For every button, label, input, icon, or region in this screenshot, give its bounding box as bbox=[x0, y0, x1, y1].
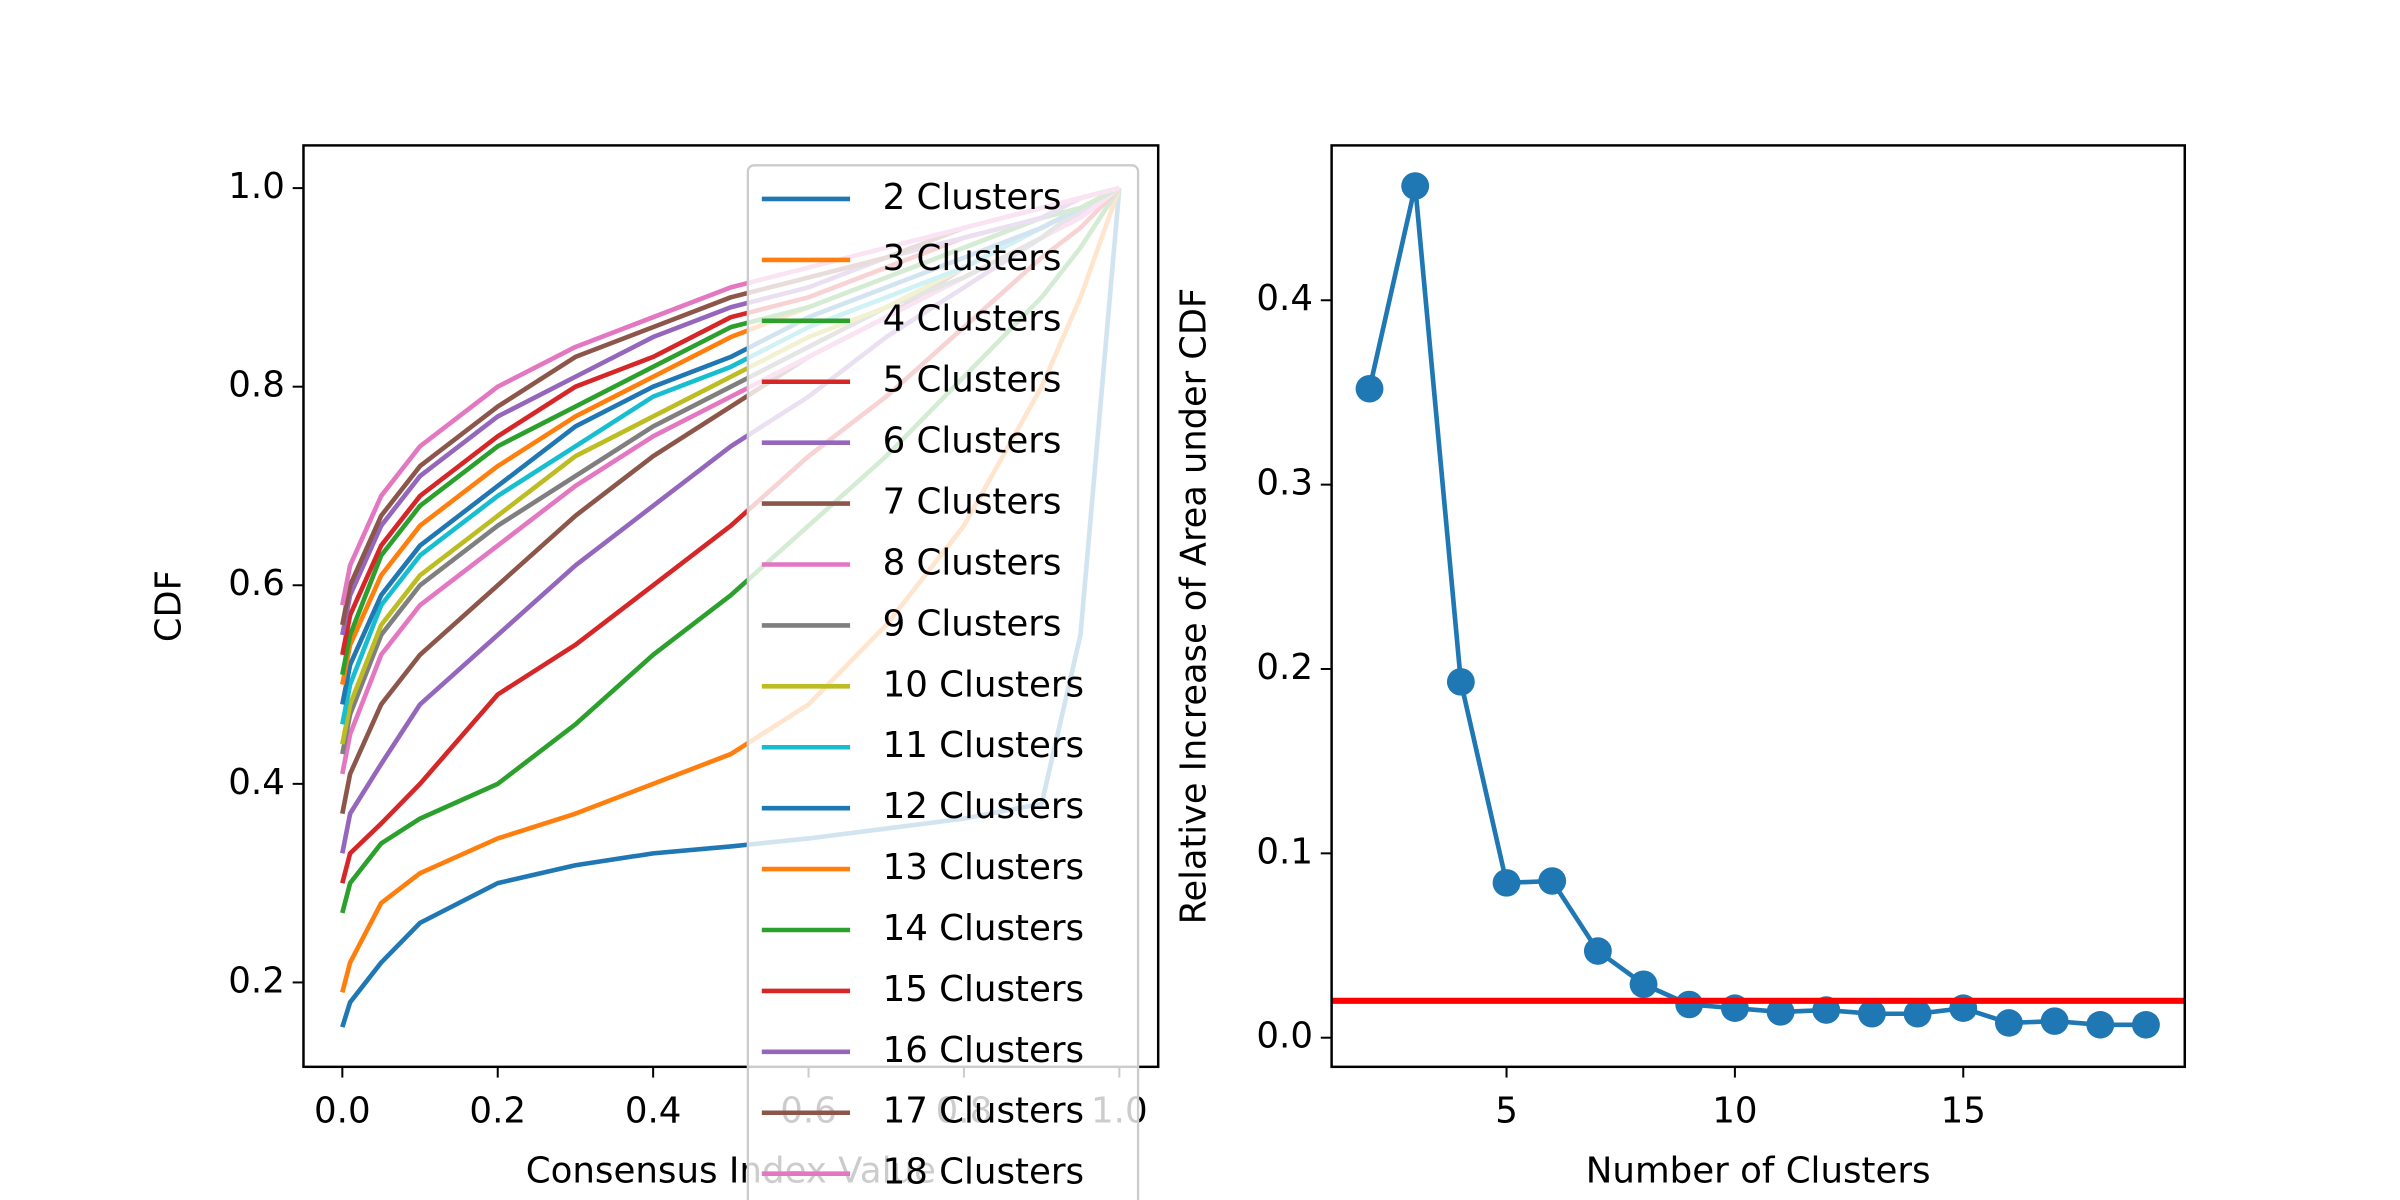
legend-label: 9 Clusters bbox=[883, 604, 1062, 645]
y-tick-label: 0.2 bbox=[228, 961, 285, 1002]
data-point bbox=[1629, 970, 1658, 999]
data-point bbox=[1401, 172, 1430, 200]
x-tick-label: 0.2 bbox=[469, 1091, 526, 1132]
legend-label: 6 Clusters bbox=[883, 421, 1062, 462]
x-tick-label: 5 bbox=[1495, 1091, 1518, 1132]
y-tick-label: 0.4 bbox=[228, 762, 285, 803]
data-point bbox=[1857, 999, 1886, 1028]
data-point bbox=[1675, 990, 1704, 1019]
legend-label: 18 Clusters bbox=[883, 1152, 1084, 1193]
y-tick-label: 0.4 bbox=[1256, 278, 1313, 319]
data-point bbox=[1355, 374, 1384, 403]
legend-label: 17 Clusters bbox=[883, 1091, 1084, 1132]
x-axis-label: Number of Clusters bbox=[1586, 1151, 1931, 1192]
legend-box bbox=[746, 164, 1140, 1200]
legend-label: 2 Clusters bbox=[883, 177, 1062, 218]
data-point bbox=[2086, 1011, 2115, 1039]
y-tick-label: 0.0 bbox=[1256, 1016, 1313, 1057]
data-line bbox=[1367, 183, 2146, 1028]
y-tick-label: 1.0 bbox=[228, 166, 285, 207]
x-tick-label: 0.0 bbox=[314, 1091, 371, 1132]
axes-frame bbox=[1330, 144, 2187, 1069]
y-tick-label: 0.8 bbox=[228, 365, 285, 406]
y-axis-label: CDF bbox=[148, 570, 189, 642]
data-point bbox=[1766, 998, 1795, 1026]
legend-label: 7 Clusters bbox=[883, 482, 1062, 523]
legend-label: 12 Clusters bbox=[883, 786, 1084, 827]
legend-label: 5 Clusters bbox=[883, 360, 1062, 401]
data-point bbox=[2040, 1007, 2069, 1035]
y-tick-label: 0.3 bbox=[1256, 463, 1313, 504]
legend-label: 13 Clusters bbox=[883, 847, 1084, 888]
legend-label: 3 Clusters bbox=[883, 238, 1062, 279]
x-tick-label: 0.4 bbox=[625, 1091, 682, 1132]
legend-label: 14 Clusters bbox=[883, 908, 1084, 949]
data-point bbox=[1994, 1009, 2023, 1037]
legend-label: 4 Clusters bbox=[883, 299, 1062, 340]
data-point bbox=[1446, 668, 1475, 696]
y-tick-label: 0.1 bbox=[1256, 831, 1313, 872]
data-point bbox=[1538, 867, 1567, 895]
x-tick-label: 15 bbox=[1941, 1091, 1986, 1132]
legend-label: 16 Clusters bbox=[883, 1030, 1084, 1071]
data-point bbox=[1492, 869, 1521, 897]
legend-label: 11 Clusters bbox=[883, 725, 1084, 766]
y-axis-label: Relative Increase of Area under CDF bbox=[1173, 288, 1214, 925]
data-point bbox=[2132, 1011, 2160, 1039]
legend-label: 10 Clusters bbox=[883, 664, 1084, 705]
axes-frame bbox=[302, 144, 1160, 1069]
x-tick-label: 10 bbox=[1712, 1091, 1757, 1132]
legend-label: 15 Clusters bbox=[883, 969, 1084, 1010]
y-tick-label: 0.2 bbox=[1256, 647, 1313, 688]
data-point bbox=[1583, 937, 1612, 965]
legend-label: 8 Clusters bbox=[883, 543, 1062, 584]
data-point bbox=[1903, 999, 1932, 1028]
y-tick-label: 0.6 bbox=[228, 563, 285, 604]
